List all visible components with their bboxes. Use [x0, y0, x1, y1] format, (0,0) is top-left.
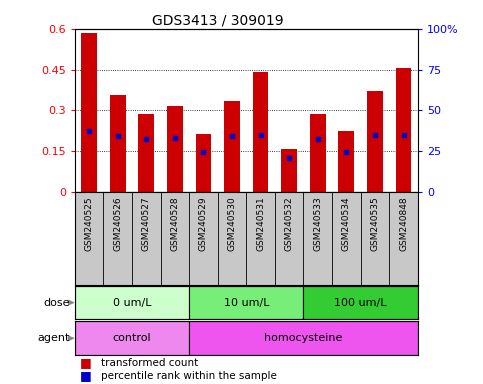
- Text: GSM240527: GSM240527: [142, 197, 151, 251]
- Bar: [189, 286, 303, 319]
- Bar: [224, 101, 240, 192]
- Text: agent: agent: [38, 333, 70, 343]
- Text: 10 um/L: 10 um/L: [224, 298, 269, 308]
- Bar: [75, 286, 189, 319]
- Bar: [189, 321, 418, 355]
- Text: GSM240529: GSM240529: [199, 197, 208, 251]
- Text: GSM240526: GSM240526: [113, 197, 122, 251]
- Text: transformed count: transformed count: [101, 358, 199, 368]
- Bar: [367, 91, 383, 192]
- Bar: [196, 134, 212, 192]
- Bar: [167, 106, 183, 192]
- Bar: [310, 114, 326, 192]
- Text: GSM240533: GSM240533: [313, 197, 322, 252]
- Bar: [253, 72, 269, 192]
- Text: GSM240532: GSM240532: [284, 197, 294, 251]
- Bar: [303, 286, 418, 319]
- Text: GDS3413 / 309019: GDS3413 / 309019: [152, 13, 283, 27]
- Text: 0 um/L: 0 um/L: [113, 298, 151, 308]
- Bar: [396, 68, 412, 192]
- Text: control: control: [113, 333, 151, 343]
- Text: GSM240530: GSM240530: [227, 197, 237, 252]
- Text: dose: dose: [43, 298, 70, 308]
- Text: GSM240525: GSM240525: [85, 197, 94, 251]
- Bar: [81, 33, 97, 192]
- Text: GSM240848: GSM240848: [399, 197, 408, 251]
- Bar: [139, 114, 154, 192]
- Text: GSM240528: GSM240528: [170, 197, 179, 251]
- Text: 100 um/L: 100 um/L: [334, 298, 387, 308]
- Text: ■: ■: [80, 356, 91, 369]
- Text: ■: ■: [80, 369, 91, 382]
- Text: GSM240535: GSM240535: [370, 197, 380, 252]
- Text: homocysteine: homocysteine: [264, 333, 342, 343]
- Bar: [339, 131, 354, 192]
- Text: GSM240531: GSM240531: [256, 197, 265, 252]
- Text: percentile rank within the sample: percentile rank within the sample: [101, 371, 277, 381]
- Bar: [281, 149, 297, 192]
- Bar: [110, 96, 126, 192]
- Bar: [75, 321, 189, 355]
- Text: GSM240534: GSM240534: [342, 197, 351, 251]
